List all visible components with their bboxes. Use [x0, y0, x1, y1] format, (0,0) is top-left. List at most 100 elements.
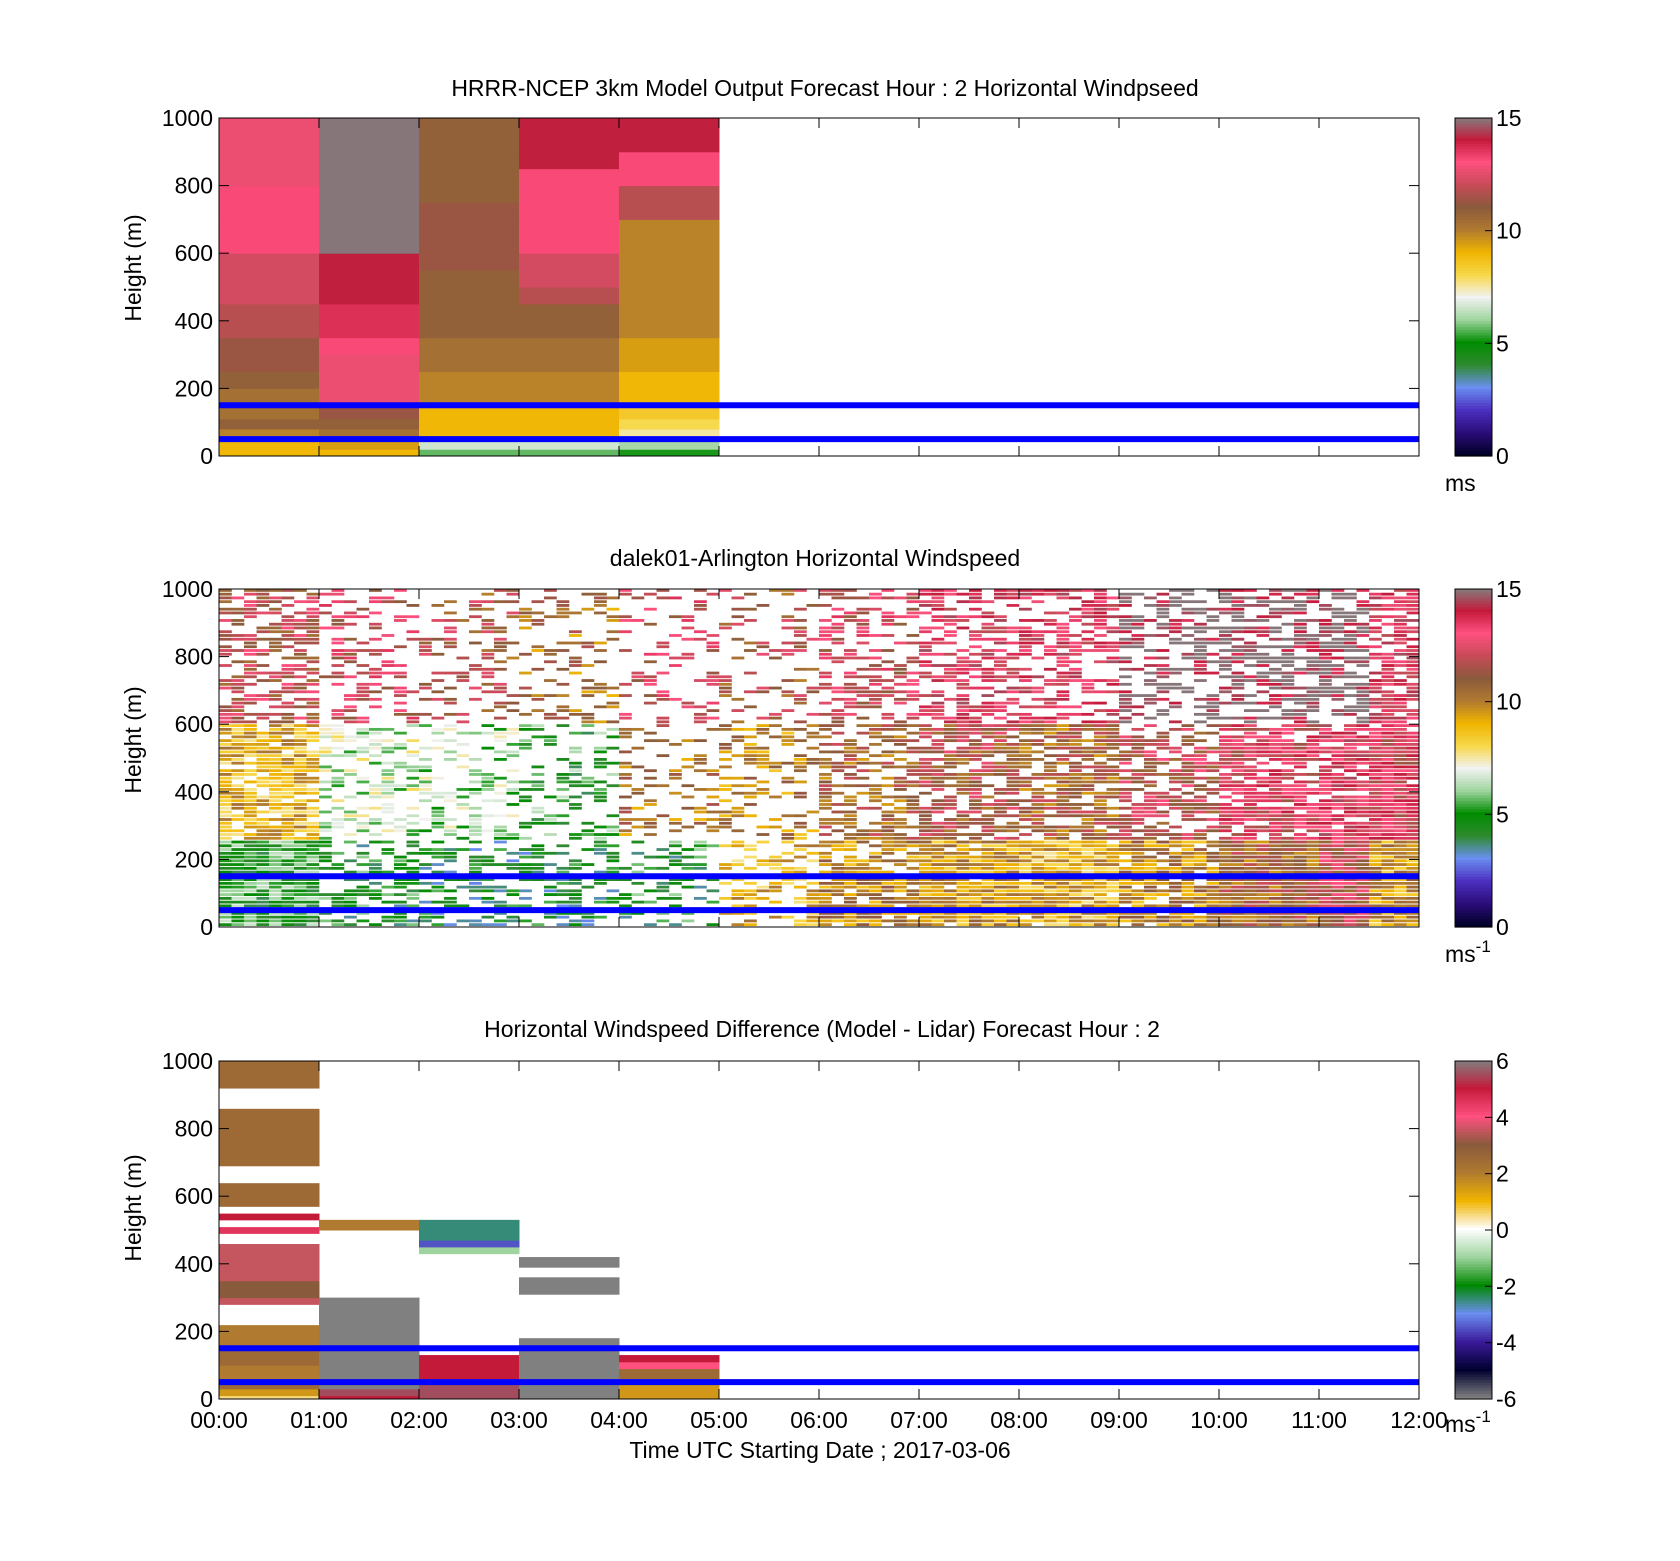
- lidar-cell: [219, 619, 232, 622]
- lidar-cell: [1031, 795, 1045, 799]
- lidar-cell: [419, 652, 432, 656]
- lidar-cell: [1206, 697, 1220, 701]
- lidar-cell: [1119, 844, 1132, 848]
- lidar-cell: [394, 645, 407, 649]
- lidar-cell: [731, 829, 745, 833]
- lidar-cell: [269, 923, 282, 927]
- lidar-cell: [331, 746, 345, 750]
- cell-4-1: [619, 439, 720, 450]
- lidar-cell: [469, 600, 482, 604]
- lidar-cell: [731, 656, 745, 660]
- lidar-cell: [744, 893, 757, 897]
- lidar-cell: [1081, 881, 1095, 885]
- lidar-cell: [919, 758, 932, 761]
- lidar-cell: [231, 885, 245, 889]
- lidar-cell: [819, 637, 832, 641]
- lidar-cell: [1244, 735, 1257, 739]
- lidar-cell: [969, 776, 982, 780]
- lidar-cell: [1094, 836, 1107, 840]
- lidar-cell: [1194, 803, 1207, 806]
- lidar-cell: [294, 788, 307, 791]
- lidar-cell: [1281, 758, 1295, 761]
- lidar-cell: [944, 799, 957, 803]
- lidar-cell: [1319, 758, 1332, 761]
- colorbar-segment: [1455, 225, 1492, 229]
- lidar-cell: [919, 773, 932, 776]
- lidar-cell: [1231, 701, 1245, 705]
- lidar-cell: [1269, 607, 1282, 611]
- lidar-cell: [1244, 619, 1257, 622]
- lidar-cell: [894, 615, 907, 619]
- lidar-cell: [281, 851, 295, 855]
- lidar-cell: [1056, 758, 1070, 761]
- lidar-cell: [1119, 799, 1132, 803]
- lidar-cell: [231, 697, 245, 701]
- lidar-cell: [869, 806, 882, 810]
- lidar-cell: [819, 795, 832, 799]
- lidar-cell: [1219, 765, 1232, 769]
- lidar-cell: [1131, 803, 1145, 806]
- lidar-cell: [1094, 855, 1107, 859]
- lidar-cell: [1231, 671, 1245, 675]
- lidar-cell: [256, 626, 270, 630]
- lidar-cell: [1281, 885, 1295, 889]
- lidar-cell: [1094, 893, 1107, 897]
- lidar-cell: [1156, 758, 1170, 761]
- lidar-cell: [894, 701, 907, 705]
- lidar-cell: [244, 881, 257, 885]
- lidar-cell: [819, 893, 832, 897]
- lidar-cell: [831, 716, 845, 720]
- lidar-cell: [994, 735, 1007, 739]
- lidar-cell: [431, 806, 445, 810]
- lidar-cell: [1019, 885, 1032, 889]
- lidar-cell: [794, 765, 807, 769]
- lidar-cell: [781, 615, 795, 619]
- lidar-cell: [1144, 806, 1157, 810]
- lidar-cell: [981, 784, 995, 788]
- lidar-cell: [881, 851, 895, 855]
- lidar-cell: [919, 836, 932, 840]
- lidar-cell: [256, 889, 270, 893]
- lidar-cell: [906, 896, 920, 900]
- lidar-cell: [944, 806, 957, 810]
- lidar-cell: [269, 911, 282, 915]
- lidar-cell: [306, 622, 320, 626]
- lidar-cell: [706, 709, 720, 712]
- lidar-cell: [981, 795, 995, 799]
- lidar-cell: [269, 724, 282, 728]
- lidar-cell: [281, 795, 295, 799]
- lidar-cell: [1144, 619, 1157, 622]
- lidar-cell: [969, 900, 982, 904]
- lidar-cell: [456, 712, 470, 716]
- lidar-cell: [906, 900, 920, 904]
- lidar-cell: [744, 923, 757, 927]
- lidar-cell: [1281, 799, 1295, 803]
- lidar-cell: [894, 836, 907, 840]
- lidar-cell: [1219, 915, 1232, 919]
- lidar-cell: [869, 889, 882, 893]
- lidar-cell: [919, 645, 932, 649]
- lidar-cell: [419, 645, 432, 649]
- lidar-cell: [1206, 589, 1220, 592]
- lidar-cell: [1319, 825, 1332, 829]
- lidar-cell: [1181, 889, 1195, 893]
- lidar-cell: [1019, 720, 1032, 724]
- lidar-cell: [1181, 769, 1195, 773]
- lidar-cell: [1256, 881, 1270, 885]
- lidar-cell: [1244, 630, 1257, 634]
- colorbar-segment: [1455, 244, 1492, 249]
- lidar-cell: [856, 634, 870, 637]
- lidar-cell: [806, 889, 820, 893]
- lidar-cell: [656, 911, 670, 915]
- lidar-cell: [931, 750, 945, 754]
- lidar-cell: [1019, 686, 1032, 690]
- lidar-cell: [731, 735, 745, 739]
- lidar-cell: [956, 885, 970, 889]
- lidar-cell: [1181, 919, 1195, 923]
- lidar-cell: [994, 896, 1007, 900]
- lidar-cell: [581, 784, 595, 788]
- lidar-cell: [919, 611, 932, 615]
- lidar-cell: [294, 773, 307, 776]
- lidar-cell: [1144, 697, 1157, 701]
- lidar-cell: [294, 611, 307, 615]
